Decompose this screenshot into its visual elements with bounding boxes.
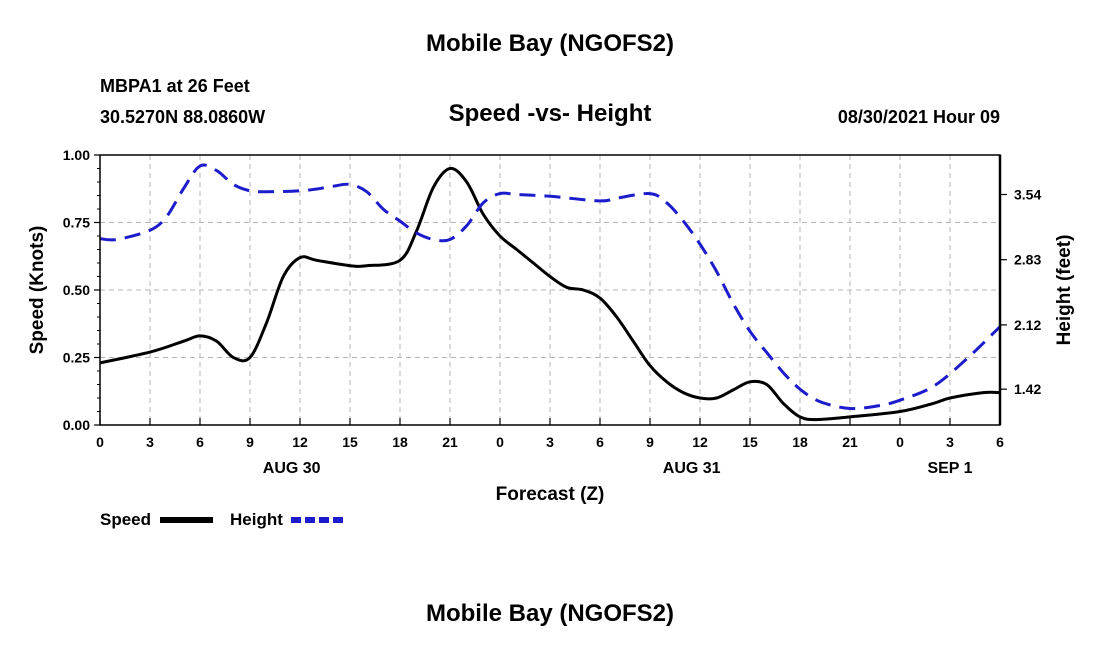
date-label: AUG 31 bbox=[663, 460, 721, 477]
y-tick-label: 0.75 bbox=[63, 215, 90, 231]
bottom-title: Mobile Bay (NGOFS2) bbox=[425, 600, 675, 627]
x-tick-label: 3 bbox=[946, 434, 954, 450]
x-tick-label: 21 bbox=[442, 434, 458, 450]
y-axis-title: Speed (Knots) bbox=[27, 226, 48, 355]
y2-tick-label: 3.54 bbox=[1014, 186, 1041, 202]
x-tick-label: 0 bbox=[896, 434, 904, 450]
legend-speed-label: Speed bbox=[100, 510, 151, 529]
date-label: SEP 1 bbox=[927, 460, 972, 477]
x-tick-label: 6 bbox=[596, 434, 604, 450]
y2-tick-label: 2.12 bbox=[1014, 317, 1041, 333]
x-tick-label: 0 bbox=[496, 434, 504, 450]
y-tick-label: 0.50 bbox=[63, 282, 90, 298]
timestamp-label: 08/30/2021 Hour 09 bbox=[837, 107, 1000, 127]
chart-title: Speed -vs- Height bbox=[448, 100, 652, 127]
y2-axis-title: Height (feet) bbox=[1054, 235, 1075, 346]
coordinates-label: 30.5270N 88.0860W bbox=[100, 107, 266, 127]
x-tick-label: 3 bbox=[546, 434, 554, 450]
y2-tick-label: 1.42 bbox=[1014, 381, 1041, 397]
axes-layer: 0 3 6 9 12 15 18 21 0 3 6 9 12 15 18 21 0 3 6 0.00 0.25 0.50 0… bbox=[63, 147, 1042, 477]
y-tick-label: 0.25 bbox=[63, 350, 90, 366]
x-tick-label: 3 bbox=[146, 434, 154, 450]
x-tick-label: 0 bbox=[96, 434, 104, 450]
x-tick-label: 9 bbox=[246, 434, 254, 450]
x-axis-title: Forecast (Z) bbox=[496, 484, 605, 505]
y2-tick-label: 2.83 bbox=[1014, 252, 1041, 268]
legend-height-label: Height bbox=[230, 510, 283, 529]
x-tick-label: 12 bbox=[292, 434, 308, 450]
series-layer bbox=[99, 163, 1002, 422]
x-tick-label: 15 bbox=[342, 434, 358, 450]
grid-layer bbox=[100, 155, 1000, 425]
legend: Speed Height bbox=[100, 510, 343, 529]
top-title: Mobile Bay (NGOFS2) bbox=[425, 30, 675, 57]
x-tick-label: 6 bbox=[196, 434, 204, 450]
y-tick-label: 0.00 bbox=[63, 417, 90, 433]
x-tick-label: 21 bbox=[842, 434, 858, 450]
height-series-line bbox=[99, 163, 1002, 411]
x-tick-label: 12 bbox=[692, 434, 708, 450]
x-tick-label: 6 bbox=[996, 434, 1004, 450]
station-label: MBPA1 at 26 Feet bbox=[100, 76, 250, 96]
date-label: AUG 30 bbox=[263, 460, 321, 477]
x-tick-label: 9 bbox=[646, 434, 654, 450]
speed-series-line bbox=[99, 166, 1001, 422]
x-tick-label: 18 bbox=[792, 434, 808, 450]
x-tick-label: 18 bbox=[392, 434, 408, 450]
x-tick-label: 15 bbox=[742, 434, 758, 450]
y-tick-label: 1.00 bbox=[63, 147, 90, 163]
